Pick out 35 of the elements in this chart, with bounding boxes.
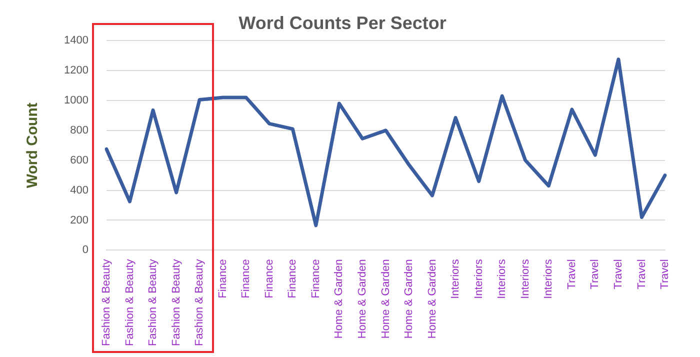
- y-tick-label: 1400: [64, 34, 88, 47]
- x-tick-label: Home & Garden: [403, 259, 416, 339]
- y-tick-label: 1200: [64, 64, 88, 77]
- x-tick-label: Fashion & Beauty: [147, 258, 160, 346]
- y-tick-label: 200: [70, 214, 88, 226]
- x-tick-label: Home & Garden: [356, 259, 368, 339]
- x-tick-label: Travel: [659, 259, 672, 290]
- y-axis-title: Word Count: [24, 102, 42, 188]
- x-tick-label: Fashion & Beauty: [194, 258, 206, 346]
- x-tick-label: Home & Garden: [380, 259, 392, 339]
- x-tick-label: Interiors: [496, 258, 508, 299]
- x-tick-label: Interiors: [450, 258, 462, 299]
- x-tick-label: Travel: [589, 259, 602, 290]
- x-tick-label: Travel: [566, 259, 578, 290]
- y-tick-label: 600: [70, 154, 88, 166]
- x-tick-label: Travel: [636, 259, 648, 290]
- x-tick-label: Interiors: [542, 258, 555, 299]
- x-tick-label: Finance: [310, 259, 322, 298]
- y-tick-label: 400: [70, 184, 88, 196]
- x-tick-label: Interiors: [519, 258, 532, 299]
- x-tick-label: Finance: [216, 259, 229, 298]
- chart-title: Word Counts Per Sector: [238, 12, 446, 33]
- x-tick-label: Fashion & Beauty: [170, 258, 182, 346]
- x-tick-label: Home & Garden: [333, 259, 346, 339]
- x-tick-label: Finance: [263, 259, 276, 298]
- y-tick-label: 800: [70, 124, 88, 136]
- y-tick-label: 1000: [64, 94, 88, 107]
- x-tick-label: Interiors: [472, 258, 485, 299]
- x-tick-label: Finance: [240, 259, 252, 298]
- x-tick-label: Travel: [612, 259, 624, 290]
- x-tick-label: Fashion & Beauty: [124, 258, 136, 346]
- x-tick-label: Home & Garden: [426, 259, 438, 339]
- y-tick-label: 0: [82, 244, 88, 256]
- x-tick-label: Fashion & Beauty: [100, 258, 112, 346]
- x-tick-label: Finance: [286, 259, 299, 298]
